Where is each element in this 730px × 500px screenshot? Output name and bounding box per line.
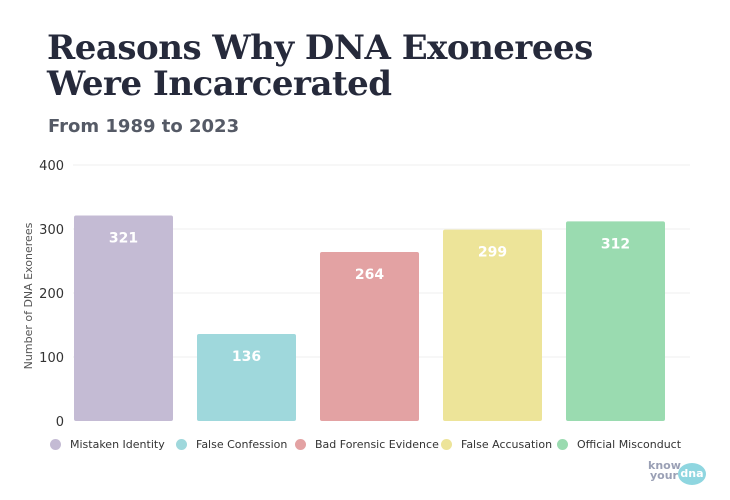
legend: Mistaken Identity False Confession Bad For… xyxy=(0,436,730,456)
chart-title: Reasons Why DNA Exonerees Were Incarcera… xyxy=(47,28,593,104)
legend-swatch xyxy=(295,439,306,450)
bar-mistaken-identity xyxy=(74,215,173,421)
bar-false-confession xyxy=(197,333,296,421)
value-label-false-confession: 136 xyxy=(232,349,261,365)
legend-item-mistaken-identity: Mistaken Identity xyxy=(50,438,165,451)
bars xyxy=(74,215,665,421)
bar-false-accusation xyxy=(443,229,542,421)
logo-know-text: know xyxy=(648,459,681,472)
chart-subtitle: From 1989 to 2023 xyxy=(48,116,240,137)
y-tick-label-100: 100 xyxy=(39,351,64,366)
legend-label: Mistaken Identity xyxy=(70,438,165,451)
know-your-dna-logo: know your dna xyxy=(648,458,708,488)
legend-label: False Accusation xyxy=(461,438,553,451)
legend-item-official-misconduct: Official Misconduct xyxy=(557,438,681,451)
value-label-bad-forensic-evidence: 264 xyxy=(355,267,384,283)
y-axis-label: Number of DNA Exonerees xyxy=(22,222,35,369)
legend-item-bad-forensic-evidence: Bad Forensic Evidence xyxy=(295,438,439,451)
y-tick-label-300: 300 xyxy=(39,223,64,238)
legend-label: Bad Forensic Evidence xyxy=(315,438,439,451)
value-label-mistaken-identity: 321 xyxy=(109,231,138,247)
bar-official-misconduct xyxy=(566,221,665,421)
legend-item-false-confession: False Confession xyxy=(176,438,287,451)
value-label-false-accusation: 299 xyxy=(478,245,507,261)
legend-swatch xyxy=(557,439,568,450)
y-tick-label-400: 400 xyxy=(39,159,64,174)
y-tick-label-200: 200 xyxy=(39,287,64,302)
legend-swatch xyxy=(176,439,187,450)
legend-item-false-accusation: False Accusation xyxy=(441,438,552,451)
y-axis-ticks: 0 100 200 300 400 xyxy=(39,159,64,430)
logo-dna-badge: dna xyxy=(678,463,706,485)
y-tick-label-0: 0 xyxy=(56,415,64,430)
bar-bad-forensic-evidence xyxy=(320,252,419,421)
logo-your-text: your xyxy=(650,469,678,482)
value-label-official-misconduct: 312 xyxy=(601,236,630,252)
legend-label: False Confession xyxy=(196,438,288,451)
value-labels: 321 136 264 299 312 xyxy=(109,231,630,365)
legend-label: Official Misconduct xyxy=(577,438,682,451)
legend-swatch xyxy=(50,439,61,450)
legend-swatch xyxy=(441,439,452,450)
